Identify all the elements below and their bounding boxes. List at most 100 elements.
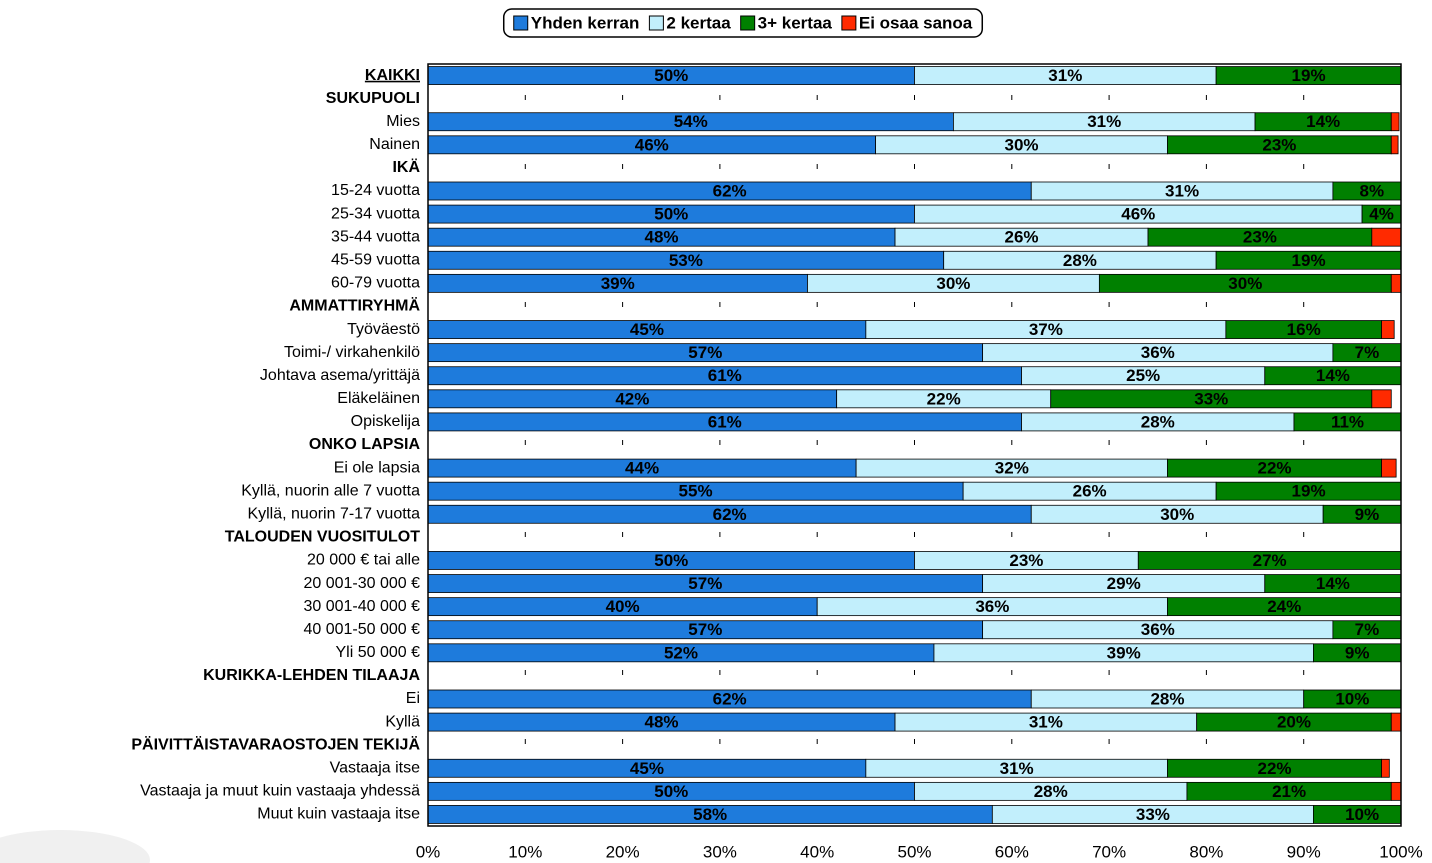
- category-label: 60-79 vuotta: [331, 275, 420, 292]
- value-label: 62%: [713, 181, 747, 200]
- category-label: 15-24 vuotta: [331, 182, 420, 199]
- bar-segment: [1264, 574, 1401, 593]
- category-label: 20 000 € tai alle: [307, 552, 420, 569]
- category-label: Kyllä, nuorin 7-17 vuotta: [247, 505, 420, 522]
- value-label: 28%: [1150, 689, 1184, 708]
- category-label: Kyllä, nuorin alle 7 vuotta: [241, 482, 420, 499]
- bar-segment: [1390, 135, 1399, 155]
- category-label: Johtava asema/yrittäjä: [260, 367, 420, 384]
- value-label: 50%: [654, 782, 688, 801]
- category-label: Toimi-/ virkahenkilö: [284, 344, 420, 361]
- value-label: 10%: [1335, 689, 1369, 708]
- bar-segment: [1381, 320, 1395, 339]
- value-label: 26%: [1005, 228, 1039, 247]
- category-label: 25-34 vuotta: [331, 205, 420, 222]
- category-label: Vastaaja ja muut kuin vastaaja yhdessä: [140, 783, 420, 800]
- value-label: 44%: [625, 459, 659, 478]
- category-label: Työväestö: [347, 321, 420, 338]
- value-label: 45%: [630, 759, 664, 778]
- bar-segment: [1215, 66, 1401, 85]
- category-label: ONKO LAPSIA: [309, 436, 421, 453]
- value-label: 45%: [630, 320, 664, 339]
- category-label: Ei ole lapsia: [334, 459, 420, 476]
- value-label: 50%: [654, 551, 688, 570]
- value-label: 30%: [1228, 274, 1262, 293]
- value-label: 39%: [1107, 643, 1141, 662]
- legend-swatch: [841, 15, 857, 31]
- value-label: 4%: [1369, 205, 1394, 224]
- value-label: 7%: [1355, 343, 1380, 362]
- x-tick-label: 50%: [897, 842, 931, 861]
- value-label: 36%: [1141, 620, 1175, 639]
- plot-border: [427, 63, 1402, 827]
- category-label: KAIKKI: [365, 67, 420, 84]
- value-label: 26%: [1073, 482, 1107, 501]
- value-label: 37%: [1029, 320, 1063, 339]
- category-label: Muut kuin vastaaja itse: [257, 806, 420, 823]
- category-label: Vastaaja itse: [330, 759, 421, 776]
- category-label: 30 001-40 000 €: [303, 598, 420, 615]
- legend-label: Yhden kerran: [531, 13, 640, 32]
- category-label: IKÄ: [392, 158, 420, 176]
- bar-segment: [1332, 343, 1401, 363]
- value-label: 50%: [654, 205, 688, 224]
- value-label: 16%: [1287, 320, 1321, 339]
- value-label: 48%: [645, 713, 679, 732]
- category-label: Ei: [406, 690, 420, 707]
- value-label: 50%: [654, 66, 688, 85]
- category-label: PÄIVITTÄISTAVARAOSTOJEN TEKIJÄ: [131, 735, 420, 753]
- value-label: 19%: [1292, 482, 1326, 501]
- bar-segment: [1400, 66, 1401, 85]
- bar-segment: [1215, 481, 1401, 501]
- value-label: 40%: [606, 597, 640, 616]
- value-label: 30%: [1160, 505, 1194, 524]
- legend-swatch: [648, 15, 664, 31]
- value-label: 23%: [1009, 551, 1043, 570]
- value-label: 21%: [1272, 782, 1306, 801]
- value-label: 31%: [1165, 181, 1199, 200]
- category-label: 35-44 vuotta: [331, 228, 420, 245]
- x-tick-label: 0%: [416, 842, 441, 861]
- bar-segment: [1332, 181, 1401, 201]
- bar-segment: [1390, 112, 1400, 132]
- legend-swatch: [513, 15, 529, 31]
- x-tick-label: 40%: [800, 842, 834, 861]
- value-label: 28%: [1063, 251, 1097, 270]
- value-label: 8%: [1360, 181, 1385, 200]
- value-label: 24%: [1267, 597, 1301, 616]
- value-label: 39%: [601, 274, 635, 293]
- bar-segment: [1332, 620, 1401, 640]
- category-label: SUKUPUOLI: [326, 90, 420, 107]
- category-label: AMMATTIRYHMÄ: [289, 297, 420, 315]
- value-label: 33%: [1194, 389, 1228, 408]
- value-label: 10%: [1345, 805, 1379, 824]
- category-label: Opiskelija: [351, 413, 420, 430]
- value-label: 46%: [635, 135, 669, 154]
- category-label: 45-59 vuotta: [331, 251, 420, 268]
- value-label: 33%: [1136, 805, 1170, 824]
- value-label: 57%: [688, 343, 722, 362]
- value-label: 42%: [615, 389, 649, 408]
- category-label: Yli 50 000 €: [335, 644, 420, 661]
- bars: [428, 66, 1401, 824]
- x-tick-label: 30%: [703, 842, 737, 861]
- value-label: 9%: [1345, 643, 1370, 662]
- x-tick-label: 100%: [1379, 842, 1422, 861]
- value-label: 52%: [664, 643, 698, 662]
- value-label: 31%: [1087, 112, 1121, 131]
- bar-segment: [1371, 227, 1401, 247]
- bar-segment: [1215, 250, 1401, 270]
- category-label: KURIKKA-LEHDEN TILAAJA: [203, 667, 420, 684]
- value-label: 48%: [645, 228, 679, 247]
- value-label: 29%: [1107, 574, 1141, 593]
- x-tick-label: 70%: [1092, 842, 1126, 861]
- value-label: 57%: [688, 620, 722, 639]
- value-label: 46%: [1121, 205, 1155, 224]
- value-label: 36%: [975, 597, 1009, 616]
- category-label: Nainen: [369, 136, 420, 153]
- x-tick-label: 60%: [995, 842, 1029, 861]
- category-label: 40 001-50 000 €: [303, 621, 420, 638]
- legend: Yhden kerran 2 kertaa 3+ kertaa Ei osaa san…: [502, 8, 984, 38]
- bar-segment: [1390, 712, 1401, 732]
